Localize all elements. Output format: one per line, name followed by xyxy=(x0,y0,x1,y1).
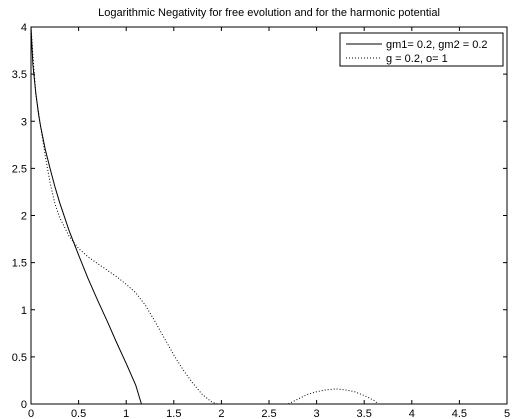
x-tick-label: 1 xyxy=(123,408,129,419)
x-tick-label: 0 xyxy=(28,408,34,419)
y-tick-label: 4 xyxy=(21,22,27,34)
x-tick-label: 0.5 xyxy=(71,408,86,419)
legend-box xyxy=(339,32,504,67)
legend: gm1= 0.2, gm2 = 0.2 g = 0.2, o= 1 xyxy=(339,32,504,67)
y-tick-label: 0 xyxy=(21,399,27,411)
y-tick-label: 3 xyxy=(21,116,27,128)
chart-title: Logarithmic Negativity for free evolutio… xyxy=(98,7,440,19)
x-tick-label: 5 xyxy=(504,408,510,419)
y-tick-label: 0.5 xyxy=(12,352,27,364)
y-tick-label: 1.5 xyxy=(12,258,27,270)
legend-label-series-1: gm1= 0.2, gm2 = 0.2 xyxy=(386,39,488,51)
x-tick-label: 3.5 xyxy=(357,408,372,419)
y-tick-label: 2 xyxy=(21,211,27,223)
legend-label-series-2: g = 0.2, o= 1 xyxy=(386,53,448,65)
x-tick-label: 2 xyxy=(218,408,224,419)
x-tick-label: 3 xyxy=(314,408,320,419)
plot-area xyxy=(30,26,508,405)
x-axis: 0 0.5 1 1.5 2 2.5 3 3.5 4 4.5 5 xyxy=(28,27,510,419)
y-tick-label: 1 xyxy=(21,305,27,317)
y-axis: 0 0.5 1 1.5 2 2.5 3 3.5 4 xyxy=(12,22,507,411)
series-layer xyxy=(30,26,379,405)
series-line-2 xyxy=(30,26,379,405)
x-tick-label: 2.5 xyxy=(261,408,276,419)
x-tick-label: 4 xyxy=(409,408,415,419)
y-tick-label: 2.5 xyxy=(12,163,27,175)
x-tick-label: 1.5 xyxy=(166,408,181,419)
x-tick-label: 4.5 xyxy=(452,408,467,419)
y-tick-label: 3.5 xyxy=(12,69,27,81)
